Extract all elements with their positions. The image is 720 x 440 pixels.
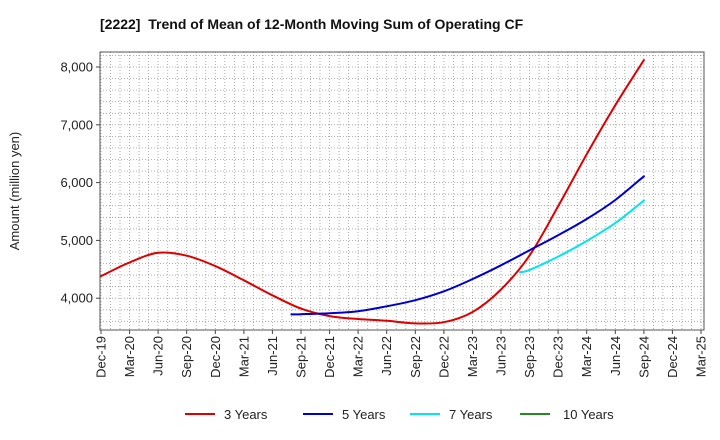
y-tick-label: 5,000 [60,233,93,248]
y-axis: 4,000 5,000 6,000 7,000 8,000 [60,60,100,306]
x-tick-label: Sep-24 [636,336,651,378]
x-tick-label: Jun-22 [379,336,394,376]
y-tick-label: 7,000 [60,117,93,132]
legend-item-5-years: 5 Years [303,407,386,422]
x-tick-label: Jun-23 [494,336,509,376]
x-tick-label: Dec-22 [436,336,451,378]
chart-title: [2222] Trend of Mean of 12-Month Moving … [100,16,524,32]
x-tick-label: Sep-22 [408,336,423,378]
x-tick-label: Jun-21 [265,336,280,376]
x-tick-label: Mar-20 [122,336,137,377]
x-tick-label: Mar-23 [465,336,480,377]
plot-frame [99,51,705,331]
x-tick-label: Mar-21 [236,336,251,377]
x-tick-label: Mar-22 [351,336,366,377]
legend-label-5-years: 5 Years [342,407,386,422]
x-tick-label: Jun-20 [151,336,166,376]
y-tick-label: 6,000 [60,175,93,190]
legend-label-7-years: 7 Years [449,407,493,422]
grid [100,52,704,330]
x-tick-label: Dec-21 [322,336,337,378]
legend-item-7-years: 7 Years [410,407,493,422]
x-tick-label: Mar-24 [579,336,594,377]
legend: 3 Years 5 Years 7 Years 10 Years [185,407,614,422]
legend-item-3-years: 3 Years [185,407,268,422]
legend-item-10-years: 10 Years [520,407,614,422]
x-tick-label: Dec-20 [208,336,223,378]
x-tick-label: Dec-19 [94,336,109,378]
x-axis: Dec-19 Mar-20 Jun-20 Sep-20 Dec-20 Mar-21 Jun-… [94,330,709,378]
y-tick-label: 8,000 [60,60,93,75]
series-line-5-years [290,175,645,316]
x-tick-label: Mar-25 [694,336,709,377]
plot-area [100,52,704,330]
y-axis-label: Amount (million yen) [7,132,22,251]
x-tick-label: Dec-23 [551,336,566,378]
x-tick-label: Jun-24 [608,336,623,376]
legend-label-10-years: 10 Years [563,407,614,422]
x-tick-label: Sep-21 [294,336,309,378]
x-tick-label: Dec-24 [665,336,680,378]
x-tick-label: Sep-23 [522,336,537,378]
y-tick-label: 4,000 [60,291,93,306]
series-layer [100,59,645,325]
series-line-7-years [519,199,645,274]
x-tick-label: Sep-20 [179,336,194,378]
legend-label-3-years: 3 Years [224,407,268,422]
series-line-3-years [100,59,645,325]
